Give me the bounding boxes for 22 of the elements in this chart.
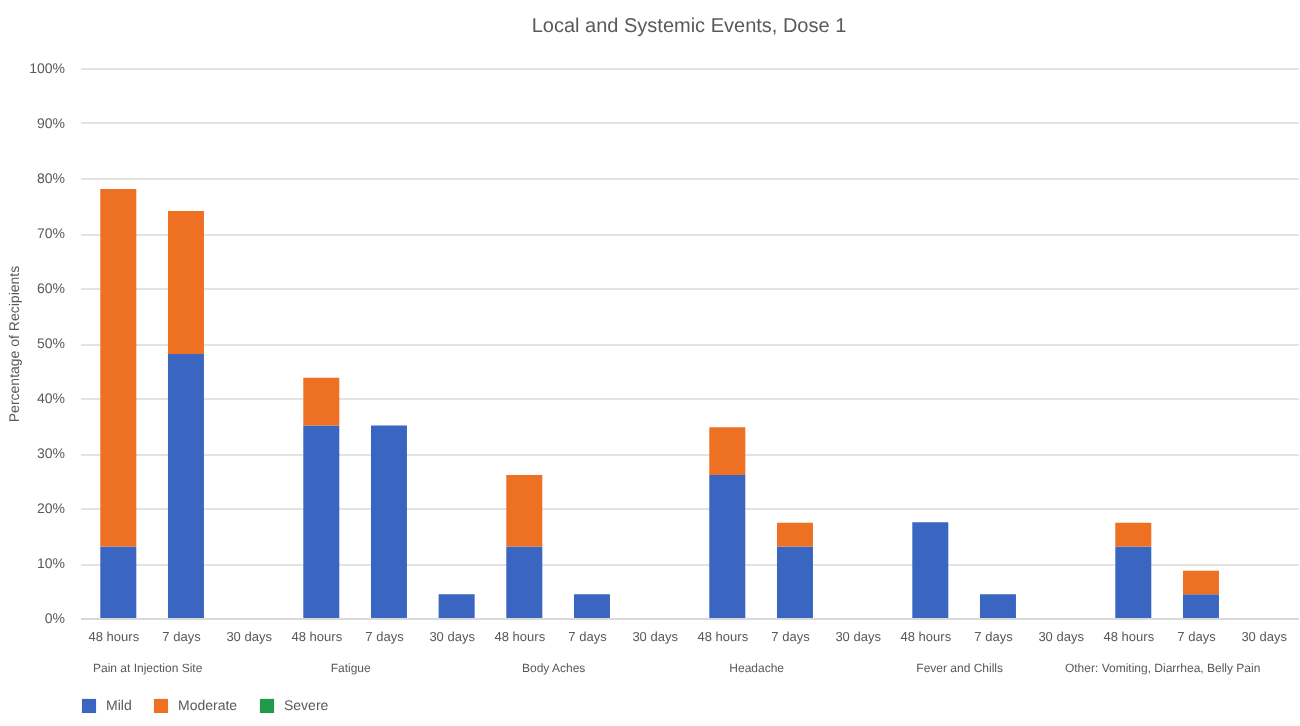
bar [167,211,204,354]
bar [776,522,813,547]
bar [506,475,543,547]
bar [1115,546,1152,618]
bar [438,594,475,618]
chart-title: Local and Systemic Events, Dose 1 [531,16,848,38]
bar [776,546,813,618]
bar [167,354,204,618]
bar [573,594,610,618]
bar [1182,594,1219,618]
bar [709,475,746,618]
bar [1115,522,1152,547]
bar [100,189,137,547]
bar [506,546,543,618]
bar [303,425,340,618]
bar [370,425,407,618]
bar [100,546,137,618]
bar [709,427,746,475]
bar [1182,570,1219,595]
bar [303,377,340,426]
bar [979,594,1016,618]
bar [912,522,949,618]
